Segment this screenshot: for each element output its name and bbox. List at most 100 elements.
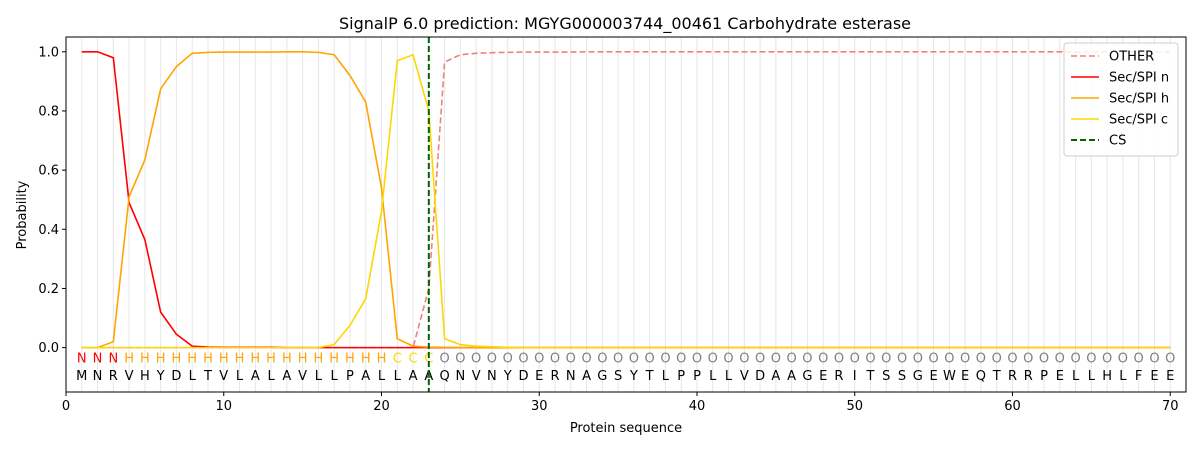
x-tick-label: 30 — [531, 399, 548, 414]
region-label: O — [771, 351, 781, 366]
sequence-residue: L — [236, 369, 244, 384]
sequence-residue: A — [282, 369, 291, 384]
sequence-residue: D — [171, 369, 181, 384]
region-label: O — [897, 351, 907, 366]
sequence-residue: R — [1024, 369, 1033, 384]
region-label: O — [1007, 351, 1017, 366]
sequence-residue: A — [409, 369, 418, 384]
y-tick-label: 1.0 — [38, 45, 59, 60]
region-label: O — [708, 351, 718, 366]
sequence-residue: S — [882, 369, 890, 384]
region-label: O — [1118, 351, 1128, 366]
region-label: O — [597, 351, 607, 366]
series-lines — [81, 37, 1171, 392]
x-tick-label: 70 — [1162, 399, 1179, 414]
sequence-residue: L — [1088, 369, 1096, 384]
y-tick-label: 0.4 — [38, 223, 59, 238]
sequence-residue: H — [140, 369, 150, 384]
legend-label: Sec/SPI c — [1109, 113, 1168, 128]
plot-frame — [65, 36, 1187, 393]
sequence-residue: G — [913, 369, 923, 384]
sequence-residue: P — [693, 369, 701, 384]
region-label: C — [393, 351, 402, 366]
sequence-residue: E — [1150, 369, 1158, 384]
region-label: H — [314, 351, 324, 366]
region-label: O — [518, 351, 528, 366]
sequence-residue: V — [219, 369, 228, 384]
region-label: O — [1165, 351, 1175, 366]
y-axis-ticks: 0.0 0.2 0.4 0.6 0.8 1.0 — [38, 45, 66, 356]
region-label: O — [944, 351, 954, 366]
sequence-residue: L — [378, 369, 386, 384]
region-label: O — [992, 351, 1002, 366]
region-label: C — [424, 351, 433, 366]
region-label: O — [1149, 351, 1159, 366]
sequence-residue: E — [961, 369, 969, 384]
region-label: H — [172, 351, 182, 366]
region-label: H — [298, 351, 308, 366]
sequence-residue: V — [472, 369, 481, 384]
sequence-residue: Y — [156, 369, 165, 384]
sequence-residue: H — [1102, 369, 1112, 384]
sequence-residue: D — [755, 369, 765, 384]
y-tick-label: 0.2 — [38, 282, 59, 297]
x-tick-label: 20 — [373, 399, 390, 414]
sequence-residue: L — [725, 369, 733, 384]
sequence-residue: A — [251, 369, 260, 384]
region-label: O — [471, 351, 481, 366]
region-label: H — [345, 351, 355, 366]
region-label: O — [1070, 351, 1080, 366]
sequence-residue: S — [614, 369, 622, 384]
region-label: H — [140, 351, 150, 366]
region-label: O — [534, 351, 544, 366]
sequence-residue: L — [331, 369, 339, 384]
sequence-residue: A — [787, 369, 796, 384]
sequence-residue: L — [1072, 369, 1080, 384]
region-label: O — [1102, 351, 1112, 366]
sequence-residue: F — [1135, 369, 1142, 384]
sequence-residue: N — [455, 369, 465, 384]
x-tick-label: 60 — [1004, 399, 1021, 414]
region-label: O — [1134, 351, 1144, 366]
region-label: N — [77, 351, 87, 366]
sequence-residue: E — [929, 369, 937, 384]
region-label: O — [802, 351, 812, 366]
sequence-residue: A — [424, 369, 433, 384]
region-label: N — [93, 351, 103, 366]
region-label: O — [881, 351, 891, 366]
region-label: O — [439, 351, 449, 366]
x-tick-label: 40 — [689, 399, 706, 414]
sequence-residue: A — [361, 369, 370, 384]
sequence-residue: T — [866, 369, 875, 384]
x-axis-label: Protein sequence — [570, 421, 682, 436]
region-label: H — [361, 351, 371, 366]
x-axis-ticks: 0 10 20 30 40 50 60 70 — [62, 392, 1179, 414]
sequence-residue: M — [76, 369, 87, 384]
region-label: O — [629, 351, 639, 366]
y-tick-label: 0.6 — [38, 164, 59, 179]
region-label: O — [1086, 351, 1096, 366]
legend-label: OTHER — [1109, 50, 1154, 65]
sequence-residue: Y — [503, 369, 512, 384]
region-label: O — [566, 351, 576, 366]
sequence-residue: L — [1119, 369, 1127, 384]
sequence-residue: V — [125, 369, 134, 384]
sequence-residue: N — [566, 369, 576, 384]
region-label: H — [329, 351, 339, 366]
legend-box — [1063, 42, 1179, 157]
sequence-residue: E — [535, 369, 543, 384]
legend-label: CS — [1109, 134, 1126, 149]
region-label: O — [613, 351, 623, 366]
region-label: O — [834, 351, 844, 366]
sequence-residue: L — [267, 369, 275, 384]
sequence-residue: T — [203, 369, 212, 384]
sequence-residue: P — [677, 369, 685, 384]
region-label: H — [377, 351, 387, 366]
sequence-residue: L — [709, 369, 717, 384]
region-label: O — [660, 351, 670, 366]
region-label: H — [156, 351, 166, 366]
x-tick-label: 50 — [846, 399, 863, 414]
sequence-residue: A — [771, 369, 780, 384]
sequence-residue: G — [597, 369, 607, 384]
